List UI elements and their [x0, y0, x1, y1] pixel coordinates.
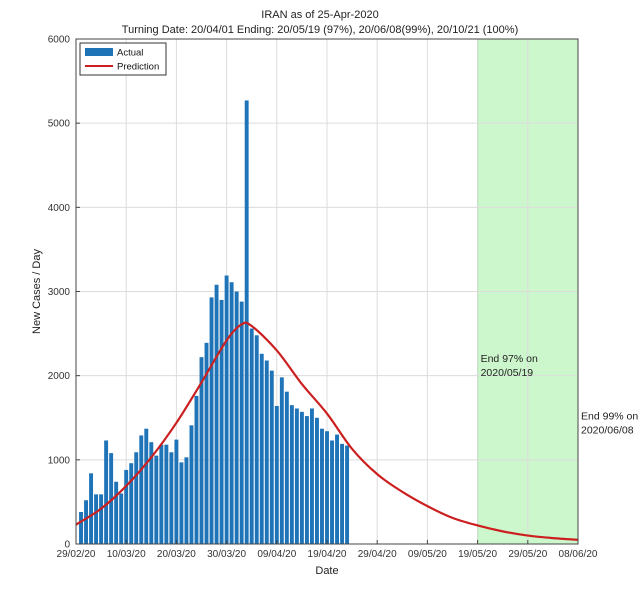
- y-axis-label: New Cases / Day: [31, 249, 43, 334]
- bar-actual: [309, 408, 314, 544]
- x-axis-label: Date: [315, 565, 338, 577]
- bar-actual: [164, 444, 169, 544]
- bar-actual: [224, 275, 229, 544]
- bar-actual: [219, 299, 224, 544]
- bar-actual: [129, 463, 134, 544]
- y-tick-label: 4000: [48, 203, 71, 214]
- bar-actual: [269, 370, 274, 544]
- bar-actual: [315, 417, 319, 544]
- bar-actual: [299, 411, 304, 544]
- bar-actual: [284, 391, 289, 544]
- annotation-text: End 99% on: [581, 410, 638, 422]
- bar-actual: [264, 360, 269, 544]
- y-tick-label: 0: [64, 540, 70, 551]
- bar-actual: [139, 435, 144, 544]
- bar-actual: [169, 452, 174, 544]
- prediction-line: [75, 321, 579, 541]
- bar-actual: [89, 473, 94, 544]
- bar-actual: [325, 431, 329, 544]
- x-tick-label: 30/03/20: [207, 549, 246, 560]
- bar-actual: [119, 493, 124, 544]
- bar-actual: [239, 301, 244, 544]
- y-tick-label: 6000: [48, 35, 71, 46]
- chart-subtitle: Turning Date: 20/04/01 Ending: 20/05/19 …: [121, 24, 519, 36]
- bar-actual: [345, 445, 350, 544]
- bar-actual: [320, 428, 324, 544]
- bar-actual: [154, 455, 159, 544]
- bar-actual: [124, 469, 129, 544]
- bar-actual: [189, 425, 194, 544]
- bar-actual: [149, 442, 154, 544]
- bar-actual: [94, 494, 99, 544]
- bar-actual: [234, 291, 239, 544]
- x-tick-label: 08/06/20: [559, 549, 598, 560]
- bar-actual: [159, 444, 164, 544]
- y-tick-label: 5000: [48, 119, 71, 130]
- y-tick-label: 3000: [48, 287, 71, 298]
- legend-swatch-actual: [85, 48, 113, 56]
- bar-actual: [214, 284, 219, 544]
- chart-title: IRAN as of 25-Apr-2020: [261, 9, 379, 21]
- annotation-text: 2020/06/08: [581, 424, 634, 436]
- x-tick-label: 19/05/20: [458, 549, 497, 560]
- bar-actual: [114, 481, 119, 544]
- x-tick-label: 10/03/20: [107, 549, 146, 560]
- bar-actual: [259, 353, 264, 544]
- bar-actual: [209, 297, 214, 544]
- bar-actual: [79, 512, 83, 544]
- x-tick-label: 19/04/20: [308, 549, 347, 560]
- bar-actual: [254, 335, 259, 544]
- bar-actual: [340, 443, 345, 544]
- bar-actual: [279, 377, 284, 544]
- legend-label-actual: Actual: [117, 48, 143, 59]
- legend-label-prediction: Prediction: [117, 62, 159, 73]
- bar-actual: [194, 395, 199, 544]
- bar-actual: [249, 328, 254, 544]
- annotation-text: End 97% on: [481, 353, 538, 365]
- bar-actual: [199, 357, 204, 544]
- x-tick-label: 09/05/20: [408, 549, 447, 560]
- bar-actual: [304, 416, 309, 544]
- bar-actual: [184, 457, 189, 544]
- bar-actual: [99, 494, 104, 544]
- x-tick-label: 29/04/20: [358, 549, 397, 560]
- y-tick-label: 1000: [48, 455, 71, 466]
- bar-actual: [84, 500, 88, 544]
- bar-actual: [104, 440, 109, 544]
- bar-actual: [274, 405, 279, 544]
- annotation-text: 2020/05/19: [481, 367, 534, 379]
- bar-actual: [335, 434, 339, 544]
- y-tick-label: 2000: [48, 371, 71, 382]
- bar-actual: [229, 282, 234, 544]
- x-tick-label: 29/05/20: [508, 549, 547, 560]
- bar-actual: [204, 342, 209, 544]
- bar-actual: [289, 405, 294, 544]
- x-tick-label: 29/02/20: [57, 549, 96, 560]
- bar-actual: [174, 439, 179, 544]
- bar-actual: [330, 440, 334, 544]
- bar-actual: [294, 408, 299, 544]
- bar-actual: [144, 428, 149, 544]
- bar-actual: [134, 452, 139, 544]
- bar-actual: [179, 462, 184, 544]
- x-tick-label: 20/03/20: [157, 549, 196, 560]
- x-tick-label: 09/04/20: [257, 549, 296, 560]
- bar-actual: [109, 453, 114, 544]
